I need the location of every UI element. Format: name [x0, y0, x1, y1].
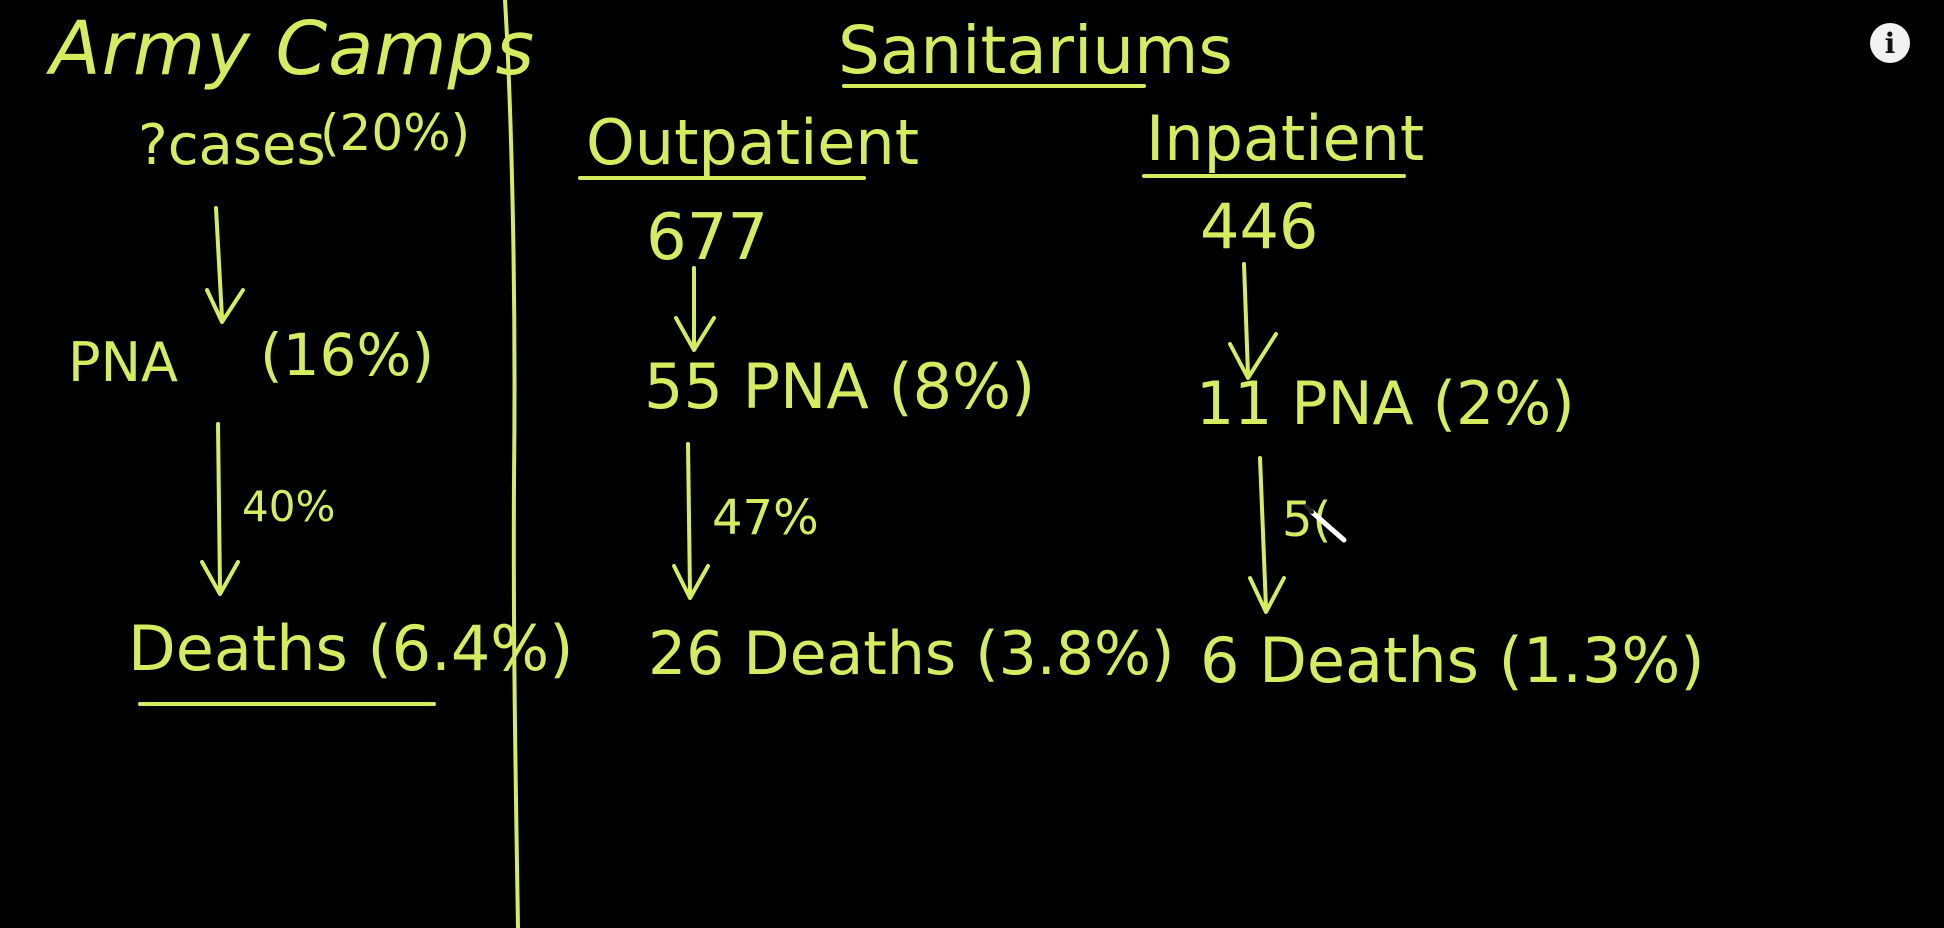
info-button[interactable]: i [1870, 23, 1910, 63]
army-camps-title: Army Camps [50, 6, 536, 92]
army-camps-pna-pct: (16%) [260, 321, 435, 389]
army-arrow-1 [205, 206, 245, 324]
inpatient-arrow-1 [1228, 262, 1278, 380]
outpatient-count: 677 [646, 201, 769, 275]
outpatient-underline [578, 176, 866, 180]
army-camps-cases-pct: (20%) [320, 104, 471, 162]
army-camps-pna: PNA [68, 331, 178, 394]
divider-line [503, 0, 520, 928]
army-camps-underline [138, 702, 436, 706]
army-camps-cases: ?cases [138, 113, 326, 178]
pen-cursor-icon [1304, 504, 1347, 543]
outpatient-heading: Outpatient [586, 106, 920, 179]
inpatient-deaths: 6 Deaths (1.3%) [1200, 624, 1705, 697]
outpatient-arrow-2 [672, 442, 710, 600]
outpatient-death-rate: 47% [712, 490, 819, 546]
inpatient-underline [1142, 174, 1406, 178]
army-arrow-2 [200, 422, 240, 596]
sanitariums-underline [842, 84, 1146, 88]
inpatient-count: 446 [1200, 190, 1319, 263]
sanitariums-title: Sanitariums [838, 12, 1233, 89]
outpatient-arrow-1 [674, 266, 716, 352]
inpatient-heading: Inpatient [1146, 102, 1425, 175]
inpatient-arrow-2 [1248, 456, 1286, 614]
army-camps-death-rate: 40% [242, 482, 336, 531]
outpatient-deaths: 26 Deaths (3.8%) [648, 619, 1175, 689]
inpatient-pna: 11 PNA (2%) [1196, 369, 1575, 439]
outpatient-pna: 55 PNA (8%) [644, 350, 1036, 423]
army-camps-deaths: Deaths (6.4%) [128, 612, 574, 685]
